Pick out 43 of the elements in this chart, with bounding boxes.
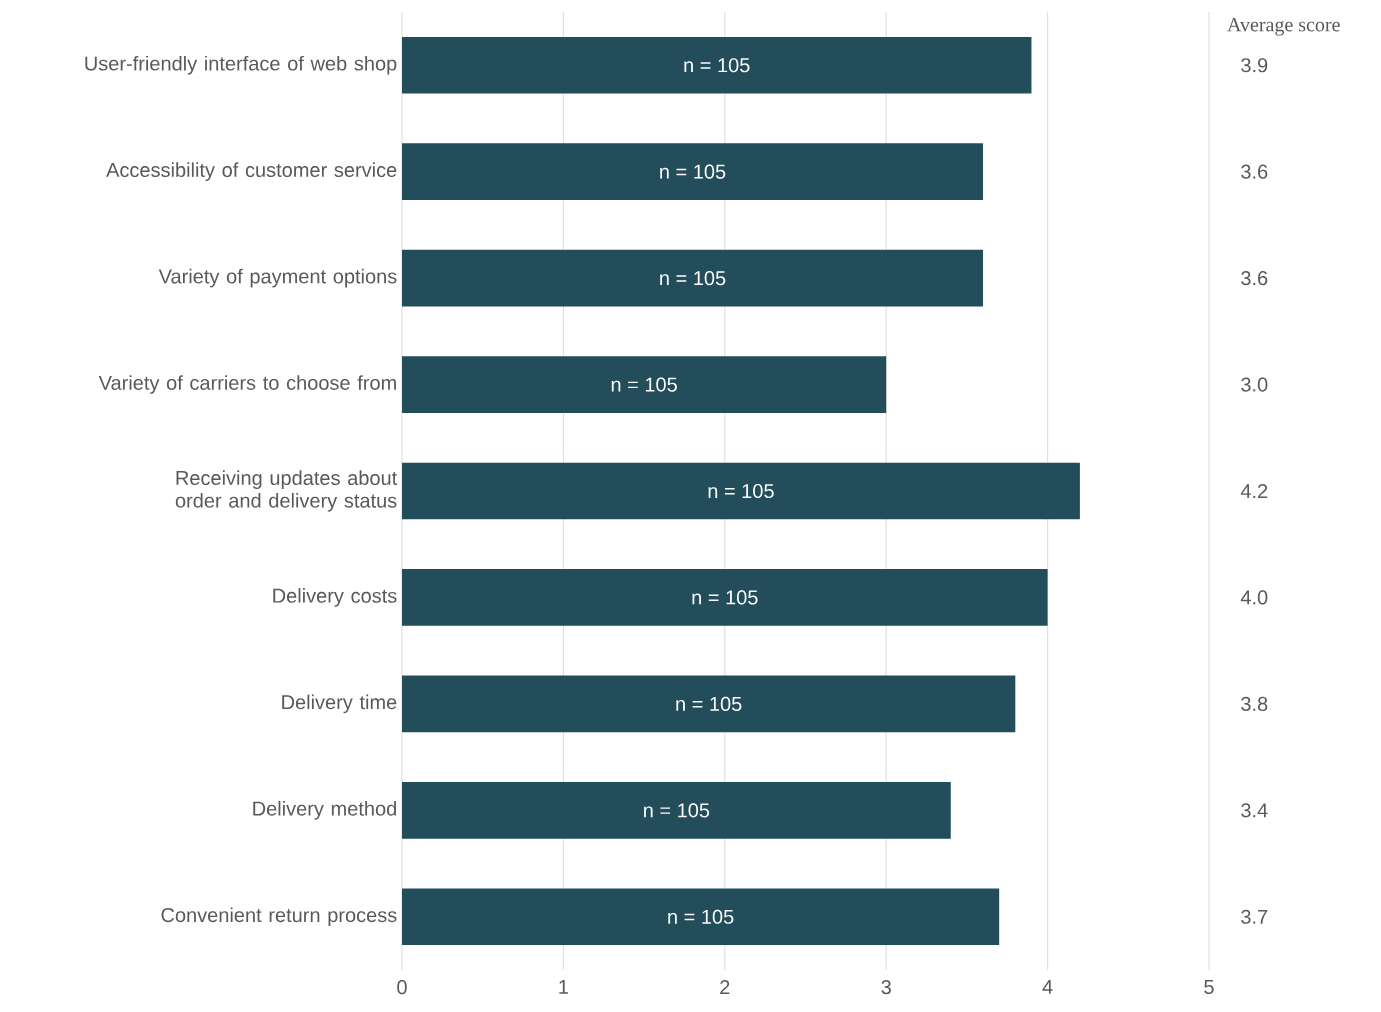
annotation: n = 105: [660, 164, 726, 179]
x-tick-label: 5: [1204, 980, 1214, 994]
data-label: 3.4: [1241, 803, 1268, 818]
annotation: n = 105: [684, 58, 750, 73]
data-label: 4.0: [1240, 590, 1268, 605]
data-label: 3.6: [1241, 271, 1268, 286]
text: Average score: [1227, 18, 1340, 36]
bar: [402, 249, 984, 307]
data-label: 3.9: [1241, 58, 1268, 73]
bar: [402, 569, 1048, 626]
y-tick-label: User-friendly interface of web shop: [85, 55, 397, 75]
bar: [402, 675, 1016, 733]
x-tick-label: 0: [397, 980, 407, 995]
y-tick-label: Delivery method: [253, 801, 396, 820]
annotation: n = 105: [660, 271, 726, 286]
annotation: n = 105: [676, 696, 742, 711]
y-tick-label: Variety of payment options: [158, 268, 397, 288]
data-label: 3.0: [1241, 377, 1268, 392]
bar: [402, 356, 887, 413]
bar: [402, 782, 951, 839]
x-tick-label: 4: [1042, 980, 1053, 994]
annotation: n = 105: [668, 909, 734, 924]
y-tick-label: Delivery costs: [273, 588, 397, 607]
annotation: n = 105: [644, 803, 710, 818]
y-tick-label: Variety of carriers to choose from: [98, 375, 396, 394]
annotation: n = 105: [611, 377, 677, 392]
bar: [402, 888, 1000, 946]
annotation: n = 105: [692, 590, 758, 605]
bar: [402, 143, 984, 201]
data-label: 3.8: [1241, 696, 1268, 711]
x-tick-label: 1: [559, 980, 568, 994]
y-tick-label: Accessibility of customer service: [106, 162, 397, 181]
bar: [402, 36, 1032, 94]
annotation: n = 105: [708, 483, 774, 499]
data-label: 3.6: [1241, 164, 1268, 179]
y-tick-label: Delivery time: [282, 694, 397, 714]
x-tick-label: 3: [881, 980, 891, 995]
data-label: 3.7: [1241, 909, 1268, 924]
x-tick-label: 2: [720, 980, 730, 995]
y-tick-label: Convenient return process: [161, 907, 397, 927]
bar: [402, 462, 1080, 520]
data-label: 4.2: [1240, 484, 1268, 498]
y-tick-label: Receiving updates about order and delivery status: [175, 470, 398, 512]
